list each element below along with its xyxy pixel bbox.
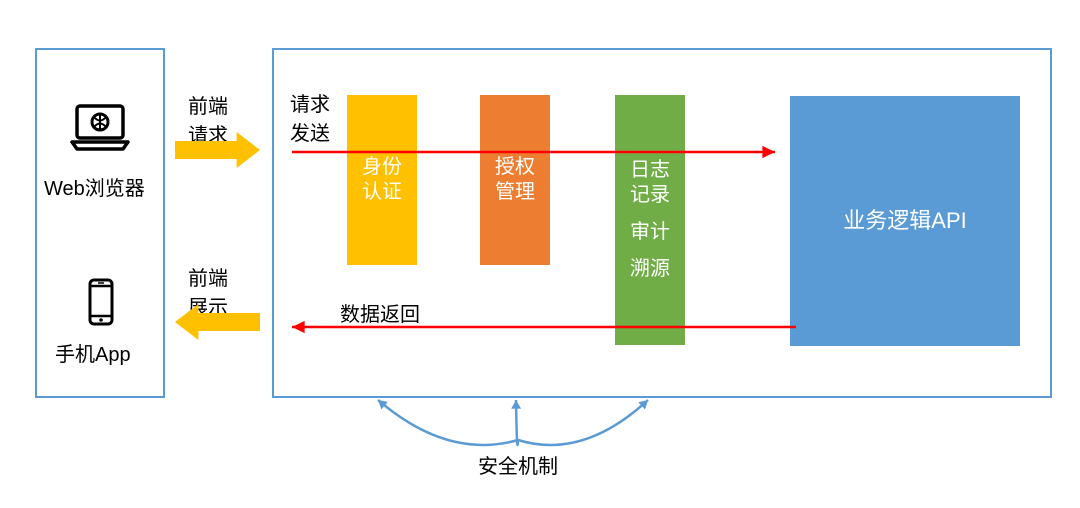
web-browser-label: Web浏览器: [44, 172, 145, 201]
business-api-label: 业务逻辑API: [790, 96, 1020, 346]
request-out-label: 前端 请求: [188, 90, 228, 148]
phone-icon: [88, 278, 114, 326]
authz-mgmt-module: 授权管理: [480, 95, 550, 265]
identity-auth-module: 身份认证: [347, 95, 417, 265]
security-mechanism-label: 安全机制: [478, 450, 558, 479]
request-send-label: 请求 发送: [290, 88, 330, 146]
response-in-label: 前端 展示: [188, 262, 228, 320]
authz-mgmt-label: 授权管理: [480, 95, 550, 265]
laptop-icon: [70, 102, 130, 152]
log-audit-trace-module: 日志记录审计溯源: [615, 95, 685, 345]
identity-auth-label: 身份认证: [347, 95, 417, 265]
data-return-label: 数据返回: [340, 298, 420, 327]
business-api-module: 业务逻辑API: [790, 96, 1020, 346]
phone-app-label: 手机App: [55, 338, 131, 367]
log-audit-trace-label: 日志记录审计溯源: [615, 95, 685, 345]
